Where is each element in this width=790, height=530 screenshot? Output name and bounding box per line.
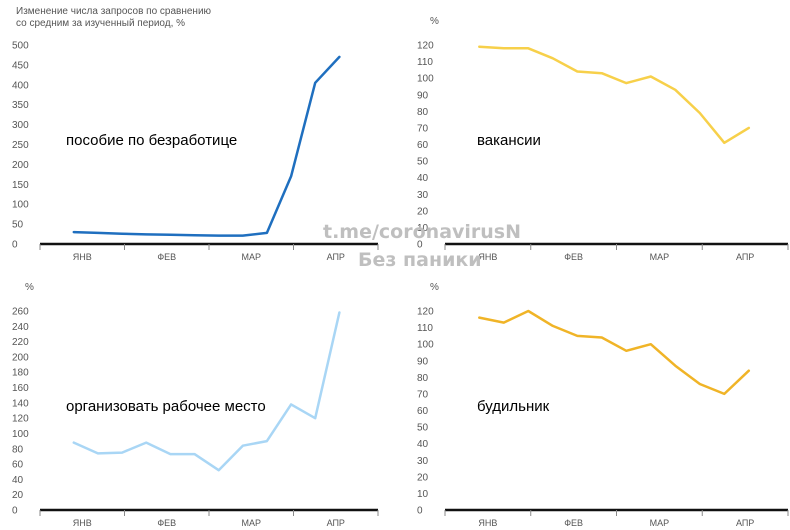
alarm-y-tick-50: 50 <box>417 423 429 434</box>
alarm-series-line <box>478 309 751 396</box>
alarm-y-tick-10: 10 <box>417 489 429 500</box>
vacancies-series-line <box>478 45 751 145</box>
workplace-y-tick-140: 140 <box>12 398 29 409</box>
unemployment-y-tick-100: 100 <box>12 200 29 211</box>
workplace-series-label: организовать рабочее место <box>66 398 266 415</box>
unemployment-y-tick-400: 400 <box>12 80 29 91</box>
alarm-y-tick-70: 70 <box>417 389 429 400</box>
unemployment-series-label: пособие по безработице <box>66 132 237 149</box>
alarm-y-tick-0: 0 <box>417 506 423 517</box>
unemployment-y-tick-350: 350 <box>12 100 29 111</box>
vacancies-y-tick-40: 40 <box>417 173 429 184</box>
vacancies-y-tick-100: 100 <box>417 74 434 85</box>
vacancies-month-label-2: МАР <box>650 252 670 262</box>
vacancies-y-tick-110: 110 <box>417 57 433 68</box>
vacancies-series-label: вакансии <box>477 132 541 149</box>
alarm-y-tick-100: 100 <box>417 340 434 351</box>
workplace-y-tick-200: 200 <box>12 352 29 363</box>
workplace-y-tick-20: 20 <box>12 490 24 501</box>
alarm-month-label-1: ФЕВ <box>564 518 583 528</box>
caption-line-2: со средним за изученный период, % <box>16 18 186 29</box>
vacancies-month-label-0: ЯНВ <box>478 252 497 262</box>
alarm-series-label: будильник <box>477 398 550 415</box>
workplace-month-label-0: ЯНВ <box>73 518 92 528</box>
workplace-month-label-1: ФЕВ <box>157 518 176 528</box>
alarm-month-label-0: ЯНВ <box>478 518 497 528</box>
vacancies-y-tick-50: 50 <box>417 157 429 168</box>
workplace-y-tick-160: 160 <box>12 383 29 394</box>
unemployment-y-tick-150: 150 <box>12 180 29 191</box>
workplace-month-label-2: МАР <box>241 518 261 528</box>
vacancies-y-tick-90: 90 <box>417 90 429 101</box>
alarm-y-tick-20: 20 <box>417 472 429 483</box>
workplace-y-tick-40: 40 <box>12 475 24 486</box>
alarm-month-label-2: МАР <box>650 518 670 528</box>
unemployment-month-label-0: ЯНВ <box>73 252 92 262</box>
unemployment-y-tick-250: 250 <box>12 140 29 151</box>
alarm-y-tick-110: 110 <box>417 323 433 334</box>
alarm-y-tick-120: 120 <box>417 307 434 318</box>
unemployment-month-label-3: АПР <box>327 252 345 262</box>
workplace-series-line <box>72 311 341 472</box>
alarm-y-tick-40: 40 <box>417 439 429 450</box>
caption-line-1: Изменение числа запросов по сравнению <box>16 6 212 17</box>
watermark-channel: t.me/coronavirusN <box>323 221 522 243</box>
alarm-y-tick-80: 80 <box>417 373 429 384</box>
unemployment-y-tick-0: 0 <box>12 240 18 251</box>
watermark-slogan: Без паники <box>358 249 482 271</box>
vacancies-month-label-3: АПР <box>736 252 754 262</box>
alarm-y-tick-30: 30 <box>417 456 429 467</box>
unemployment-month-label-1: ФЕВ <box>157 252 176 262</box>
vacancies-y-tick-30: 30 <box>417 190 429 201</box>
unemployment-series-line <box>72 55 341 237</box>
workplace-month-label-3: АПР <box>327 518 345 528</box>
workplace-y-tick-240: 240 <box>12 322 29 333</box>
chart-caption: Изменение числа запросов по сравнению со… <box>16 6 211 30</box>
alarm-y-tick-90: 90 <box>417 356 429 367</box>
workplace-y-tick-260: 260 <box>12 307 29 318</box>
vacancies-month-label-1: ФЕВ <box>564 252 583 262</box>
vacancies-y-tick-70: 70 <box>417 123 429 134</box>
vacancies-y-tick-0: 0 <box>417 240 423 251</box>
workplace-y-tick-100: 100 <box>12 429 29 440</box>
workplace-y-tick-120: 120 <box>12 414 29 425</box>
alarm-unit-label: % <box>430 282 439 293</box>
unemployment-y-tick-50: 50 <box>12 220 24 231</box>
vacancies-y-tick-20: 20 <box>417 206 429 217</box>
unemployment-y-tick-300: 300 <box>12 120 29 131</box>
unemployment-y-tick-200: 200 <box>12 160 29 171</box>
unemployment-y-tick-500: 500 <box>12 41 29 52</box>
vacancies-y-tick-80: 80 <box>417 107 429 118</box>
workplace-y-tick-60: 60 <box>12 460 24 471</box>
workplace-unit-label: % <box>25 282 34 293</box>
vacancies-y-tick-120: 120 <box>417 41 434 52</box>
workplace-y-tick-80: 80 <box>12 444 24 455</box>
workplace-y-tick-0: 0 <box>12 506 18 517</box>
unemployment-y-tick-450: 450 <box>12 60 29 71</box>
alarm-month-label-3: АПР <box>736 518 754 528</box>
vacancies-unit-label: % <box>430 16 439 27</box>
unemployment-month-label-2: МАР <box>241 252 261 262</box>
vacancies-y-tick-10: 10 <box>417 223 429 234</box>
alarm-y-tick-60: 60 <box>417 406 429 417</box>
workplace-y-tick-180: 180 <box>12 368 29 379</box>
workplace-y-tick-220: 220 <box>12 337 29 348</box>
vacancies-y-tick-60: 60 <box>417 140 429 151</box>
